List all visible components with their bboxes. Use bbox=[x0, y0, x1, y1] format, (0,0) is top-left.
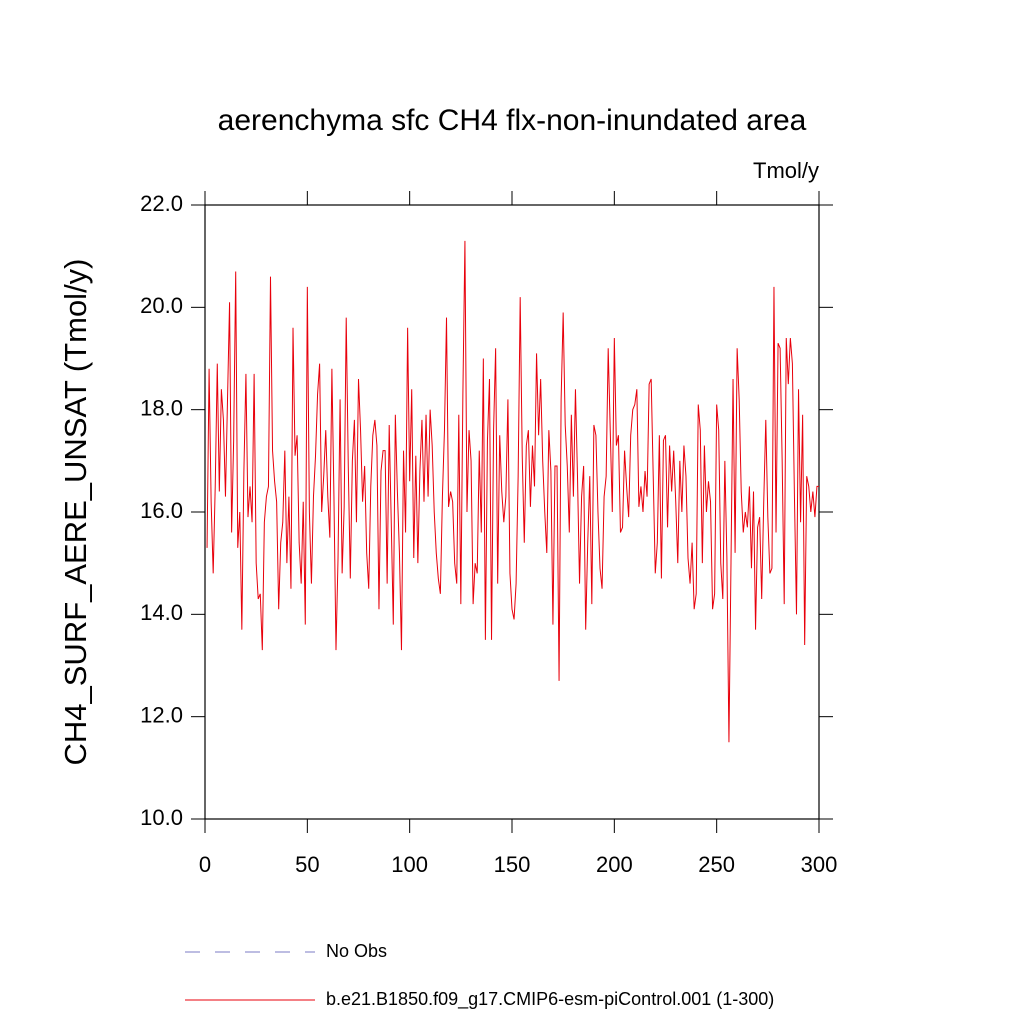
y-tick-label: 10.0 bbox=[140, 805, 183, 830]
y-tick-label: 14.0 bbox=[140, 600, 183, 625]
y-tick-label: 22.0 bbox=[140, 191, 183, 216]
plot-frame bbox=[204, 204, 820, 820]
units-label: Tmol/y bbox=[753, 158, 819, 183]
y-tick-label: 20.0 bbox=[140, 293, 183, 318]
x-tick-label: 100 bbox=[391, 852, 428, 877]
legend-label: b.e21.B1850.f09_g17.CMIP6-esm-piControl.… bbox=[326, 989, 774, 1010]
x-tick-label: 50 bbox=[295, 852, 319, 877]
x-tick-label: 200 bbox=[596, 852, 633, 877]
y-axis-label: CH4_SURF_AERE_UNSAT (Tmol/y) bbox=[58, 258, 93, 765]
y-tick-label: 18.0 bbox=[140, 395, 183, 420]
x-tick-label: 250 bbox=[698, 852, 735, 877]
chart-title: aerenchyma sfc CH4 flx-non-inundated are… bbox=[218, 104, 807, 137]
x-tick-label: 0 bbox=[199, 852, 211, 877]
y-tick-label: 12.0 bbox=[140, 702, 183, 727]
x-tick-label: 150 bbox=[494, 852, 531, 877]
x-tick-label: 300 bbox=[801, 852, 838, 877]
data-line bbox=[206, 240, 819, 743]
y-tick-label: 16.0 bbox=[140, 498, 183, 523]
legend-label: No Obs bbox=[326, 941, 387, 961]
